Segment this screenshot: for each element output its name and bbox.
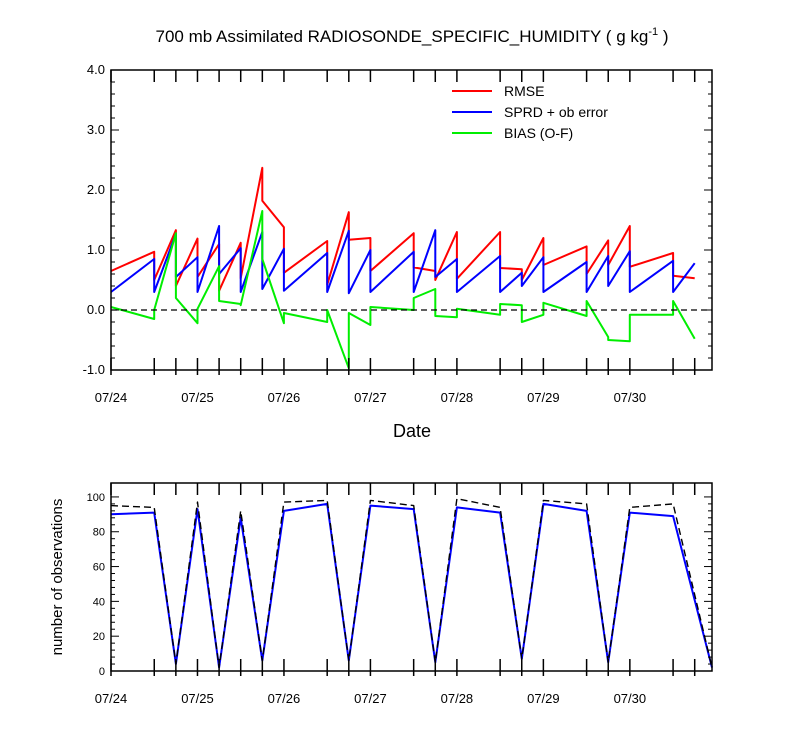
legend-label-rmse: RMSE [504, 83, 544, 99]
series-line-bias-o-f [110, 210, 696, 370]
x-tick-label: 07/27 [354, 691, 387, 706]
x-tick-label: 07/25 [181, 691, 214, 706]
legend-label-bias-o-f: BIAS (O-F) [504, 125, 573, 141]
top-plot-frame [110, 69, 713, 371]
bottom-plot-frame [110, 482, 713, 672]
x-tick-label: 07/29 [527, 691, 560, 706]
top-axes-layer: -1.0 0.0 1.0 2.0 3.0 4.0 07/24 07/25 07/26 07/27 0… [83, 62, 712, 405]
series-line-rmse [110, 166, 695, 292]
y-axis-label-observations: number of observations [49, 499, 66, 656]
x-tick-label: 07/29 [527, 390, 560, 405]
y-tick-label: 20 [93, 631, 105, 643]
y-tick-label: -1.0 [83, 362, 105, 377]
x-tick-label: 07/26 [268, 691, 301, 706]
x-tick-label: 07/28 [441, 691, 474, 706]
x-tick-label: 07/30 [614, 390, 647, 405]
chart-title: 700 mb Assimilated RADIOSONDE_SPECIFIC_H… [156, 26, 669, 46]
x-tick-label: 07/27 [354, 390, 387, 405]
top-series-layer [110, 166, 696, 370]
y-tick-label: 1.0 [87, 242, 105, 257]
chart-title-superscript: -1 [648, 26, 658, 38]
y-tick-label: 2.0 [87, 182, 105, 197]
y-tick-label: 0 [99, 666, 105, 678]
x-tick-label: 07/28 [441, 390, 474, 405]
x-axis-label: Date [393, 421, 431, 441]
x-tick-label: 07/25 [181, 390, 214, 405]
x-tick-label: 07/24 [95, 390, 128, 405]
series-line-total [110, 498, 713, 669]
y-tick-label: 4.0 [87, 62, 105, 77]
legend-label-sprd-ob-error: SPRD + ob error [504, 104, 608, 120]
series-line-sprd-ob-error [110, 225, 696, 295]
chart-title-main: 700 mb Assimilated RADIOSONDE_SPECIFIC_H… [156, 27, 649, 46]
y-tick-label: 60 [93, 562, 105, 574]
x-tick-label: 07/24 [95, 691, 128, 706]
y-tick-label: 80 [93, 527, 105, 539]
x-tick-label: 07/30 [614, 691, 647, 706]
chart-title-end: ) [658, 27, 668, 46]
bottom-series-layer [110, 498, 713, 669]
y-tick-label: 100 [87, 492, 105, 504]
x-tick-label: 07/26 [268, 390, 301, 405]
legend: RMSE SPRD + ob error BIAS (O-F) [452, 83, 608, 141]
y-tick-label: 3.0 [87, 122, 105, 137]
y-tick-label: 0.0 [87, 302, 105, 317]
y-tick-label: 40 [93, 596, 105, 608]
